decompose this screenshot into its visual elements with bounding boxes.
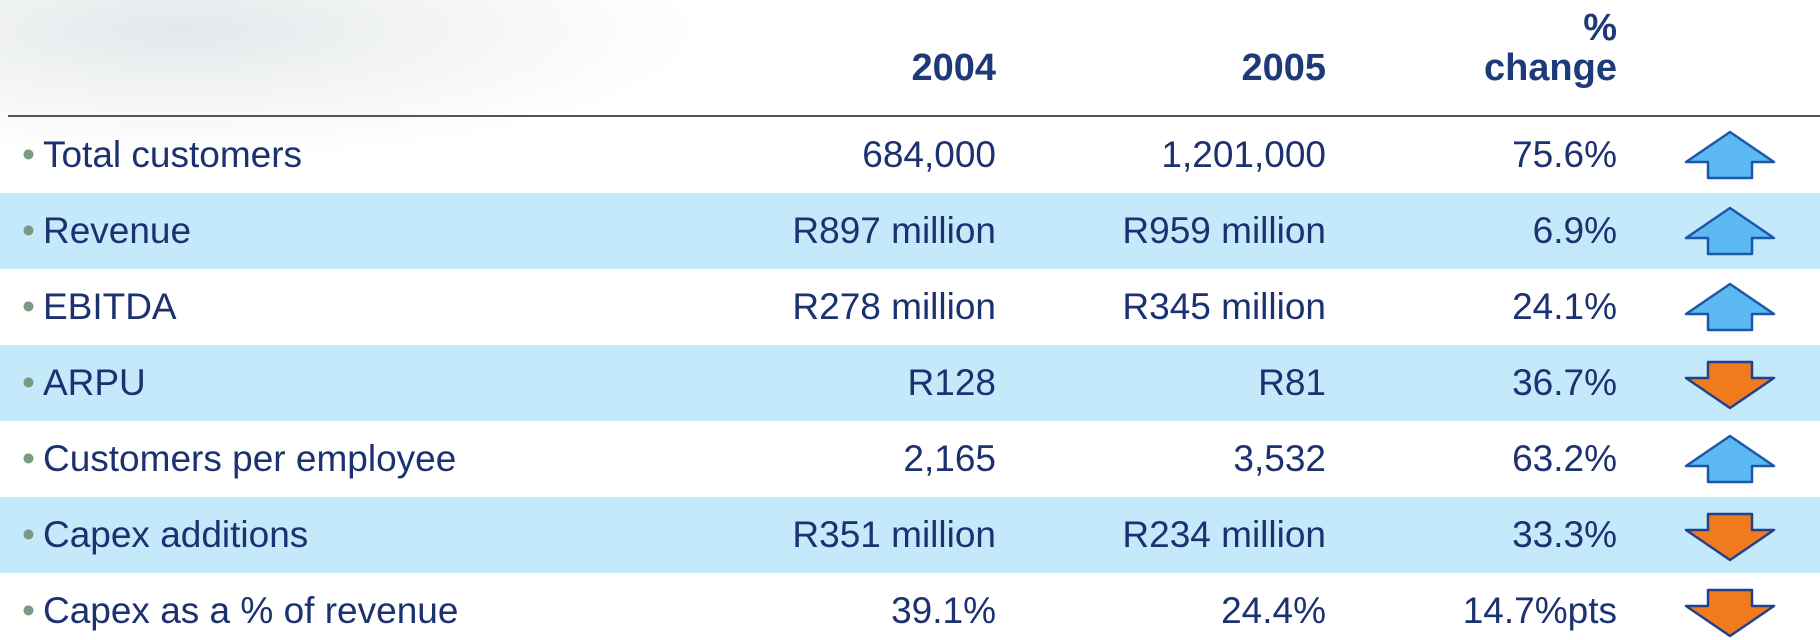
- arrow-shape: [1684, 512, 1776, 562]
- cell-value: 24.4%: [1221, 590, 1326, 631]
- arrow-shape: [1684, 588, 1776, 638]
- trend-arrow-up: [1684, 206, 1776, 256]
- cell-value: R81: [1258, 362, 1326, 403]
- cell-value: R128: [907, 362, 996, 403]
- cell-value: 14.7%pts: [1462, 590, 1617, 631]
- cell-value: 684,000: [862, 134, 996, 175]
- cell-value: 63.2%: [1512, 438, 1617, 479]
- cell-value: 2,165: [903, 438, 996, 479]
- table-row: ARPU R128 R81 36.7%: [0, 345, 1820, 421]
- cell-value: R897 million: [792, 210, 996, 251]
- table-row: Customers per employee 2,165 3,532 63.2%: [0, 421, 1820, 497]
- header-rule: [8, 115, 1820, 117]
- table-row: Revenue R897 million R959 million 6.9%: [0, 193, 1820, 269]
- row-label: EBITDA: [22, 269, 177, 345]
- cell-value: 6.9%: [1532, 210, 1617, 251]
- arrow-shape: [1684, 434, 1776, 484]
- cell-value: R959 million: [1122, 210, 1326, 251]
- row-label: Customers per employee: [22, 421, 456, 497]
- cell-value: 1,201,000: [1161, 134, 1326, 175]
- column-header: 2005: [1241, 47, 1326, 89]
- row-label: Total customers: [22, 117, 302, 193]
- cell-value: 33.3%: [1512, 514, 1617, 555]
- cell-value: 3,532: [1233, 438, 1326, 479]
- arrow-shape: [1684, 282, 1776, 332]
- arrow-shape: [1684, 206, 1776, 256]
- trend-arrow-up: [1684, 282, 1776, 332]
- cell-value: R234 million: [1122, 514, 1326, 555]
- trend-arrow-up: [1684, 130, 1776, 180]
- cell-value: R351 million: [792, 514, 996, 555]
- trend-arrow-up: [1684, 434, 1776, 484]
- column-header: % change: [1483, 7, 1617, 89]
- arrow-shape: [1684, 130, 1776, 180]
- cell-value: R345 million: [1122, 286, 1326, 327]
- table-row: Capex as a % of revenue 39.1% 24.4% 14.7%pt…: [0, 573, 1820, 640]
- row-label: ARPU: [22, 345, 146, 421]
- row-label: Capex additions: [22, 497, 308, 573]
- arrow-shape: [1684, 360, 1776, 410]
- cell-value: 36.7%: [1512, 362, 1617, 403]
- cell-value: 75.6%: [1512, 134, 1617, 175]
- trend-arrow-down: [1684, 360, 1776, 410]
- trend-arrow-down: [1684, 588, 1776, 638]
- row-label: Revenue: [22, 193, 191, 269]
- trend-arrow-down: [1684, 512, 1776, 562]
- cell-value: R278 million: [792, 286, 996, 327]
- table-row: EBITDA R278 million R345 million 24.1%: [0, 269, 1820, 345]
- column-header: 2004: [911, 47, 996, 89]
- cell-value: 24.1%: [1512, 286, 1617, 327]
- table-row: Total customers 684,000 1,201,000 75.6%: [0, 117, 1820, 193]
- row-label: Capex as a % of revenue: [22, 573, 458, 640]
- cell-value: 39.1%: [891, 590, 996, 631]
- table-row: Capex additions R351 million R234 million 3…: [0, 497, 1820, 573]
